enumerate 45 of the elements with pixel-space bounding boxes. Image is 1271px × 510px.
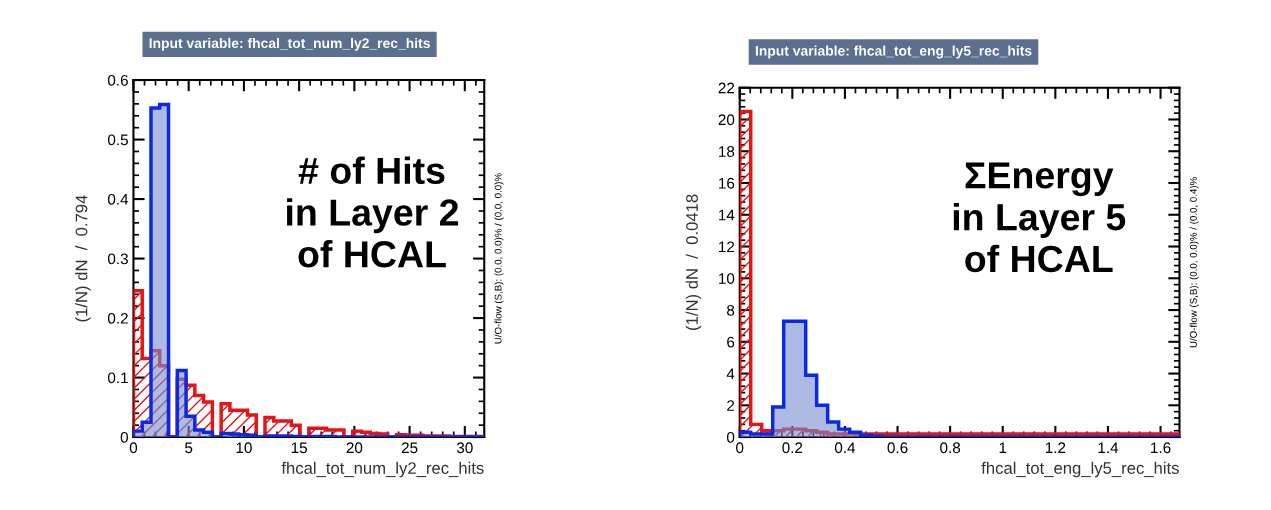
x-tick-label: 0	[129, 442, 138, 454]
x-axis-title: fhcal_tot_eng_ly5_rec_hits	[981, 461, 1179, 478]
x-tick-label: 1.6	[1151, 442, 1171, 454]
text: U/O-flow (S,B): (0.0, 0.0)% / (0.0, 0.0)%	[494, 173, 504, 344]
x-tick-label: 1	[999, 442, 1007, 453]
y-tick-label: 20	[718, 114, 735, 126]
x-tick-label: 0.2	[782, 442, 803, 454]
x-tick-label: 10	[236, 442, 252, 454]
annotation: ΣEnergy in Layer 5 of HCAL	[953, 162, 1126, 273]
x-tick-label: 1.4	[1098, 442, 1119, 453]
x-tick-label: 1.2	[1045, 442, 1066, 453]
annotation: # of Hits in Layer 2 of HCAL	[287, 156, 459, 268]
chart-title: Input variable: fhcal_tot_num_ly2_rec_hits	[149, 37, 430, 51]
y-tick-label: 14	[719, 209, 735, 221]
y-tick-label: 0.4	[107, 193, 129, 205]
y-tick-label: 0.2	[107, 312, 128, 324]
y-tick-label: 0	[726, 431, 735, 443]
x-tick-label: 15	[291, 442, 307, 454]
y-tick-label: 22	[718, 82, 735, 94]
y-tick-label: 0	[120, 431, 128, 443]
y-tick-label: 16	[719, 177, 735, 189]
y-tick-label: 8	[727, 304, 735, 316]
y-tick-label: 0.1	[107, 372, 128, 384]
y-tick-label: 4	[726, 368, 735, 380]
x-tick-label: 5	[185, 442, 193, 454]
y-tick-label: 18	[719, 146, 735, 157]
x-tick-label: 0.4	[834, 442, 856, 454]
y-tick-label: 0.3	[107, 253, 128, 265]
x-tick-label: 20	[346, 442, 363, 454]
x-tick-label: 25	[401, 442, 418, 454]
y-tick-label: 2	[727, 400, 735, 411]
x-tick-label: 0	[736, 442, 744, 454]
text: U/O-flow (S,B): (0.0, 0.0)% / (0.0, 0.4)%	[1189, 177, 1199, 348]
x-tick-label: 30	[456, 442, 473, 454]
y-tick-label: 0.5	[107, 134, 128, 146]
chart-title: Input variable: fhcal_tot_eng_ly5_rec_hits	[755, 45, 1032, 59]
y-tick-label: 0.6	[107, 74, 128, 86]
y-tick-label: 10	[719, 273, 735, 284]
x-axis-title: fhcal_tot_num_ly2_rec_hits	[281, 461, 484, 478]
x-tick-label: 0.8	[940, 442, 961, 454]
x-tick-label: 0.6	[887, 442, 908, 454]
y-tick-label: 12	[719, 241, 735, 253]
y-axis-title: (1/N) dN / 0.0418	[685, 194, 702, 330]
y-axis-title: (1/N) dN / 0.794	[75, 195, 91, 322]
y-tick-label: 6	[727, 336, 735, 348]
